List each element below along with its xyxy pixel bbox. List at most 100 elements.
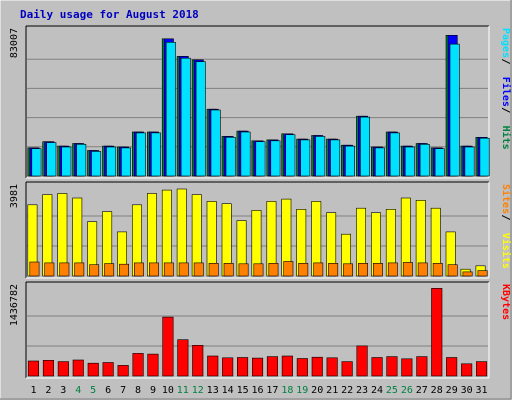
bar-sites-day-30 [462, 271, 473, 277]
legend-visits-sites: Sites / Visits [500, 184, 512, 269]
bar-sites-day-19 [298, 262, 309, 277]
legend-separator: / [500, 107, 511, 113]
bar-sites-day-8 [134, 262, 144, 277]
bar-sites-day-16 [253, 263, 264, 277]
bar-pages-day-10 [165, 41, 176, 177]
bar-sites-day-18 [283, 261, 294, 277]
bar-kbytes-day-13 [207, 355, 219, 377]
bar-kbytes-day-11 [177, 339, 189, 377]
bar-pages-day-1 [31, 148, 42, 177]
legend-files: Files [500, 77, 512, 107]
x-tick-label: 10 [162, 385, 174, 396]
bar-pages-day-3 [61, 146, 72, 177]
bar-pages-day-31 [479, 137, 490, 177]
x-tick-label: 27 [416, 385, 428, 396]
bar-kbytes-day-1 [27, 360, 40, 377]
panel-max-label: 1436782 [9, 284, 20, 326]
x-tick-label: 18 [281, 385, 293, 396]
bar-kbytes-day-3 [57, 361, 69, 377]
bar-kbytes-day-26 [401, 358, 413, 377]
x-tick-label: 21 [326, 385, 338, 396]
bar-pages-day-24 [374, 147, 385, 177]
bar-kbytes-day-22 [341, 361, 353, 377]
bar-kbytes-day-29 [446, 357, 458, 377]
bar-pages-day-20 [315, 136, 326, 177]
bar-kbytes-day-12 [192, 344, 204, 377]
bar-sites-day-5 [89, 264, 100, 277]
bar-sites-day-23 [358, 262, 368, 277]
x-tick-label: 25 [386, 385, 398, 396]
bar-sites-day-31 [477, 270, 488, 277]
bar-kbytes-day-14 [222, 357, 234, 377]
x-tick-label: 2 [45, 385, 51, 396]
x-tick-label: 9 [150, 385, 156, 396]
bar-kbytes-day-15 [237, 357, 249, 377]
x-tick-label: 19 [296, 385, 308, 396]
legend-hits-files-pages: Pages / Files / Hits [500, 28, 512, 150]
bar-sites-day-29 [447, 264, 458, 277]
x-tick-label: 16 [251, 385, 263, 396]
legend-kbytes: KBytes [500, 284, 511, 320]
bar-pages-day-17 [270, 140, 281, 177]
bar-pages-day-5 [91, 151, 102, 177]
legend-hits: Hits [500, 126, 512, 150]
legend-separator: / [500, 215, 511, 221]
bar-sites-day-15 [238, 263, 249, 277]
panel-kbytes: 1436782 KBytes [9, 281, 511, 379]
bar-pages-day-18 [285, 134, 296, 177]
bar-pages-day-27 [419, 144, 430, 177]
bar-kbytes-day-25 [386, 356, 398, 377]
bar-sites-day-28 [432, 262, 443, 277]
x-tick-label: 30 [461, 385, 473, 396]
bar-sites-day-4 [74, 262, 85, 277]
bar-kbytes-day-23 [356, 345, 368, 377]
x-tick-label: 29 [446, 385, 458, 396]
bar-kbytes-day-16 [252, 357, 264, 377]
bar-sites-day-22 [343, 263, 353, 277]
bar-kbytes-day-17 [266, 356, 279, 377]
x-tick-label: 11 [177, 385, 189, 396]
bar-sites-day-6 [104, 263, 115, 277]
x-tick-label: 1 [30, 385, 36, 396]
legend-visits: Visits [500, 233, 512, 269]
bar-sites-day-27 [417, 262, 428, 277]
x-tick-label: 15 [237, 385, 249, 396]
bar-sites-day-20 [313, 262, 324, 277]
bar-kbytes-day-30 [461, 363, 473, 377]
x-tick-label: 28 [431, 385, 443, 396]
bar-sites-day-17 [268, 262, 279, 277]
bar-kbytes-day-9 [147, 353, 159, 377]
bar-sites-day-12 [193, 262, 204, 277]
bar-pages-day-9 [151, 132, 161, 177]
panel-hits-files-pages: 83007 Pages / Files / Hits [9, 25, 512, 179]
bar-pages-day-21 [330, 139, 341, 177]
panel-max-label: 83007 [9, 28, 20, 58]
bar-sites-day-21 [328, 262, 339, 277]
bar-pages-day-16 [255, 141, 266, 177]
bar-kbytes-day-28 [431, 287, 443, 377]
panel-max-label: 3981 [9, 184, 20, 208]
x-tick-label: 23 [356, 385, 368, 396]
x-tick-label: 7 [120, 385, 126, 396]
x-tick-label: 5 [90, 385, 96, 396]
bar-sites-day-2 [44, 262, 55, 277]
x-tick-label: 8 [135, 385, 141, 396]
bar-kbytes-day-20 [311, 356, 323, 377]
x-axis-labels: 1 2 3 4 5 6 7 8 9 10 11 12 13 14 15 16 17 18 19 20 21 22 23 24 2… [30, 385, 487, 396]
bar-sites-day-1 [29, 261, 40, 277]
bar-kbytes-day-24 [371, 357, 383, 377]
x-tick-label: 26 [401, 385, 413, 396]
chart-panels: 83007 Pages / Files / Hits 3981 Sites / Vis… [9, 25, 512, 379]
bar-pages-day-15 [240, 131, 251, 177]
bar-pages-day-6 [106, 146, 117, 177]
bar-kbytes-day-10 [162, 316, 174, 377]
legend-kbytes: KBytes [500, 284, 511, 320]
bar-kbytes-day-21 [326, 357, 338, 377]
bar-kbytes-day-8 [132, 353, 144, 377]
bar-sites-day-11 [178, 262, 189, 277]
chart-title: Daily usage for August 2018 [20, 8, 199, 21]
bar-pages-day-23 [360, 116, 370, 177]
bar-pages-day-8 [136, 132, 146, 177]
bar-pages-day-19 [300, 139, 311, 177]
